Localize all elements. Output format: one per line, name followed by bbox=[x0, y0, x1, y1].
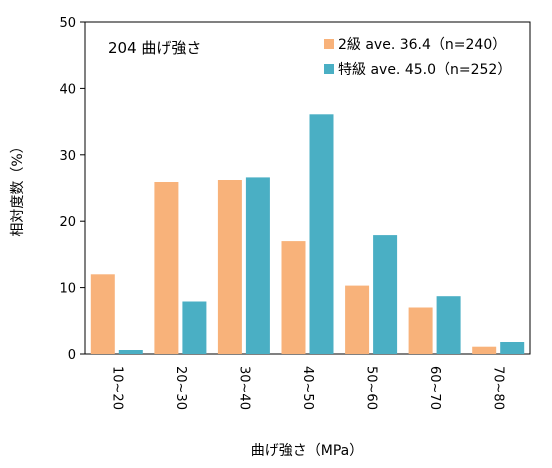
y-tick-label: 40 bbox=[59, 82, 76, 97]
legend-swatch-2kyu bbox=[324, 39, 334, 49]
x-axis-label: 曲げ強さ（MPa） bbox=[251, 443, 363, 459]
bar-tokkyu-60~70 bbox=[436, 296, 461, 354]
x-tick-label: 20~30 bbox=[173, 366, 188, 410]
y-tick-label: 50 bbox=[59, 16, 76, 31]
x-tick-label: 10~20 bbox=[109, 366, 124, 410]
x-axis: 10~20 20~30 30~40 40~50 50~60 60~70 70~80 bbox=[109, 366, 505, 410]
bars-group bbox=[90, 114, 525, 354]
bar-2kyu-10~20 bbox=[90, 274, 115, 354]
bar-tokkyu-70~80 bbox=[500, 342, 525, 354]
bar-2kyu-60~70 bbox=[408, 307, 433, 354]
bar-2kyu-50~60 bbox=[345, 285, 370, 354]
y-tick-label: 30 bbox=[59, 149, 76, 164]
bar-2kyu-40~50 bbox=[281, 241, 306, 354]
bar-2kyu-70~80 bbox=[472, 346, 497, 354]
y-tick-label: 20 bbox=[59, 215, 76, 230]
bar-tokkyu-50~60 bbox=[373, 235, 398, 354]
x-tick-label: 50~60 bbox=[364, 366, 379, 410]
bar-2kyu-30~40 bbox=[217, 180, 242, 354]
legend-swatch-tokkyu bbox=[324, 64, 334, 74]
legend: 2級 ave. 36.4（n=240） 特級 ave. 45.0（n=252） bbox=[324, 37, 511, 78]
x-tick-label: 30~40 bbox=[236, 366, 251, 410]
bar-tokkyu-30~40 bbox=[245, 177, 270, 354]
x-tick-label: 40~50 bbox=[300, 366, 315, 410]
chart-title: 204 曲げ強さ bbox=[108, 39, 201, 57]
y-axis-label: 相対度数（%） bbox=[10, 139, 26, 236]
y-tick-label: 10 bbox=[59, 282, 76, 297]
bar-tokkyu-20~30 bbox=[182, 301, 207, 354]
y-tick-label: 0 bbox=[68, 348, 76, 363]
bar-tokkyu-40~50 bbox=[309, 114, 334, 354]
plot-frame bbox=[84, 21, 531, 355]
x-tick-label: 70~80 bbox=[491, 366, 506, 410]
bar-tokkyu-10~20 bbox=[118, 350, 143, 354]
legend-label-tokkyu: 特級 ave. 45.0（n=252） bbox=[338, 62, 511, 78]
x-tick-label: 60~70 bbox=[427, 366, 442, 410]
bar-2kyu-20~30 bbox=[154, 182, 179, 354]
legend-label-2kyu: 2級 ave. 36.4（n=240） bbox=[338, 37, 506, 53]
y-axis: 0 10 20 30 40 50 bbox=[59, 16, 85, 363]
